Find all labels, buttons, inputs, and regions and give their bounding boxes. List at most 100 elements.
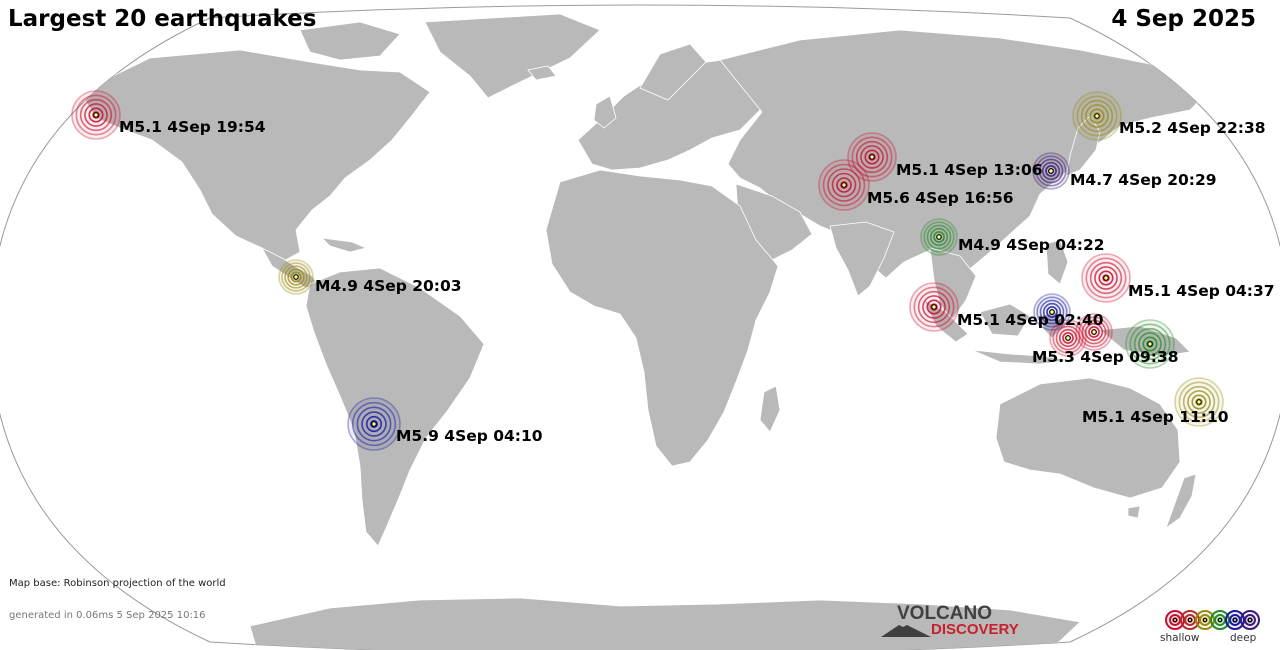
quake-ring: [926, 299, 942, 315]
volcano-discovery-logo[interactable]: VOLCANO DISCOVERY: [881, 603, 1041, 643]
quake-label-afghanistan-north[interactable]: M5.1 4Sep 13:06: [896, 161, 1043, 179]
quake-label-panama[interactable]: M4.9 4Sep 20:03: [315, 277, 462, 295]
quake-marker-bolivia: [347, 397, 401, 451]
volcano-icon: [881, 625, 931, 637]
projection-note: Map base: Robinson projection of the wor…: [9, 578, 226, 589]
tasmania-landmass: [1127, 505, 1141, 519]
africa-landmass: [545, 169, 779, 467]
legend-circle-1: [1165, 610, 1185, 630]
quake-marker-vanuatu: [1174, 377, 1224, 427]
quake-ring: [88, 107, 104, 123]
iceland-landmass: [527, 65, 557, 81]
quake-label-philippines[interactable]: M5.1 4Sep 04:37: [1128, 282, 1275, 300]
north-america-landmass: [79, 49, 431, 263]
quake-epicenter: [1203, 618, 1207, 622]
quake-ring: [855, 140, 889, 174]
quake-ring: [1041, 161, 1061, 181]
quake-ring: [1055, 325, 1081, 351]
greenland-landmass: [424, 13, 601, 99]
quake-label-japan[interactable]: M5.2 4Sep 22:38: [1119, 119, 1266, 137]
quake-epicenter: [1218, 618, 1222, 622]
quake-ring: [1129, 323, 1171, 365]
quake-ring: [923, 221, 955, 253]
quake-label-sumatra[interactable]: M5.1 4Sep 02:40: [957, 311, 1104, 329]
quake-ring: [926, 224, 952, 250]
quake-ring: [365, 415, 383, 433]
madagascar-landmass: [759, 385, 781, 433]
quake-ring: [1191, 394, 1207, 410]
quake-ring: [860, 145, 884, 169]
quake-epicenter: [1091, 329, 1097, 335]
quake-ring: [922, 295, 946, 319]
quake-ring: [1045, 165, 1057, 177]
quake-ring: [1035, 155, 1067, 187]
australia-landmass: [995, 377, 1181, 499]
quake-label-alaska[interactable]: M5.1 4Sep 19:54: [119, 118, 266, 136]
quake-marker-sumatra: [909, 282, 959, 332]
quake-ring: [1080, 99, 1114, 133]
quake-marker-japan: [1072, 91, 1122, 141]
quake-ring: [1046, 306, 1058, 318]
depth-legend: shallow deep: [1160, 610, 1270, 646]
quake-ring: [1076, 95, 1118, 137]
quake-epicenter: [1048, 168, 1054, 174]
indonesia-landmass-3: [971, 349, 1071, 365]
antarctica-landmass: [249, 597, 1081, 650]
quake-label-vanuatu[interactable]: M5.1 4Sep 11:10: [1082, 408, 1229, 426]
quake-epicenter: [1049, 309, 1055, 315]
quake-ring: [356, 406, 392, 442]
quake-ring: [370, 420, 378, 428]
quake-ring: [290, 271, 302, 283]
quake-ring: [1138, 332, 1162, 356]
quake-epicenter: [1196, 399, 1202, 405]
legend-deep-label: deep: [1230, 632, 1257, 644]
quake-ring: [1178, 381, 1220, 423]
map-date: 4 Sep 2025: [1111, 6, 1256, 32]
indonesia-landmass-2: [979, 303, 1031, 337]
quake-ring: [913, 286, 955, 328]
quake-ring: [1184, 614, 1196, 626]
quake-ring: [1093, 112, 1101, 120]
quake-ring: [1098, 270, 1114, 286]
depth-legend-circles: [1165, 610, 1260, 630]
quake-ring: [1169, 614, 1181, 626]
philippines-landmass: [1045, 239, 1069, 285]
logo-text-volcano: VOLCANO: [897, 603, 992, 624]
quake-ring: [1038, 158, 1064, 184]
quake-ring: [929, 227, 949, 247]
quake-label-bolivia[interactable]: M5.9 4Sep 04:10: [396, 427, 543, 445]
quake-epicenter: [1173, 618, 1177, 622]
quake-ring: [1195, 398, 1203, 406]
quake-ring: [284, 265, 308, 289]
quake-ring: [1052, 322, 1084, 354]
new-guinea-landmass: [1099, 325, 1191, 357]
legend-circle-4: [1210, 610, 1230, 630]
quake-epicenter: [936, 234, 942, 240]
quake-label-east-china-sea[interactable]: M4.7 4Sep 20:29: [1070, 171, 1217, 189]
quake-marker-afghanistan-south: [818, 159, 870, 211]
quake-ring: [361, 411, 387, 437]
quake-label-myanmar[interactable]: M4.9 4Sep 04:22: [958, 236, 1105, 254]
generated-timestamp: generated in 0.06ms 5 Sep 2025 10:16: [9, 610, 206, 621]
quake-epicenter: [1103, 275, 1109, 281]
quake-ring: [1036, 296, 1068, 328]
quake-label-afghanistan-south[interactable]: M5.6 4Sep 16:56: [867, 189, 1014, 207]
quake-ring: [79, 98, 113, 132]
caribbean-landmass: [320, 237, 368, 253]
quake-marker-philippines: [1081, 253, 1131, 303]
quake-ring: [1229, 614, 1241, 626]
quake-ring: [831, 172, 857, 198]
quake-epicenter: [1188, 618, 1192, 622]
quake-marker-east-china-sea: [1032, 152, 1070, 190]
quake-label-sulawesi[interactable]: M5.3 4Sep 09:38: [1032, 348, 1179, 366]
quake-ring: [933, 231, 945, 243]
quake-ring: [1199, 614, 1211, 626]
india-landmass: [829, 221, 895, 297]
legend-circle-3: [1195, 610, 1215, 630]
quake-marker-molucca-2: [1075, 313, 1113, 351]
quake-ring: [92, 111, 100, 119]
quake-marker-afghanistan-north: [847, 132, 897, 182]
quake-ring: [351, 401, 397, 447]
quake-ring: [1142, 336, 1158, 352]
